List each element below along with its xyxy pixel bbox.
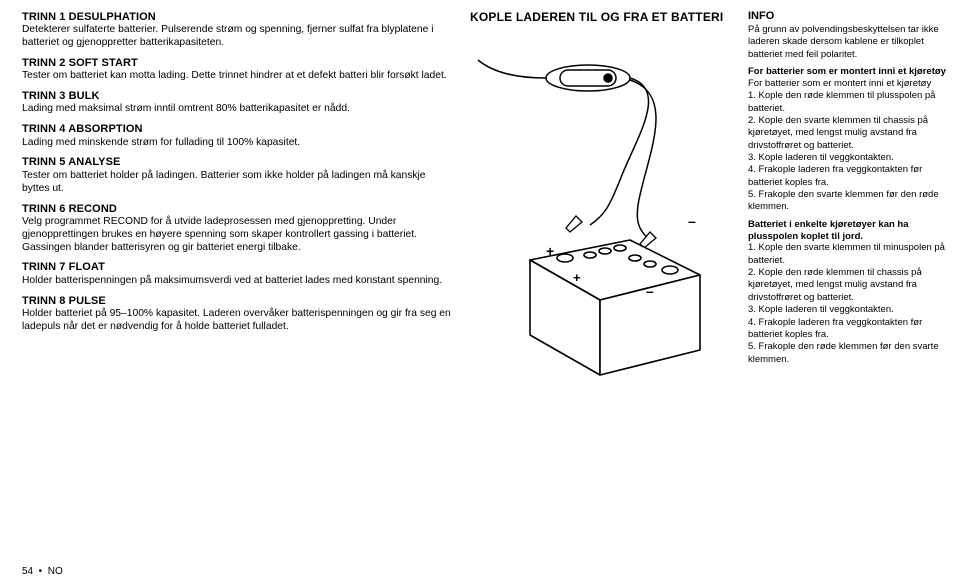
- page-lang: NO: [48, 566, 63, 577]
- step3-body: Lading med maksimal strøm inntil omtrent…: [22, 103, 452, 116]
- illustration-column: KOPLE LADEREN TIL OG FRA ET BATTERI: [470, 10, 730, 395]
- list-item: 5. Frakople den svarte klemmen før den r…: [748, 189, 948, 214]
- step7-body: Holder batterispenningen på maksimumsver…: [22, 275, 452, 288]
- info-sub1: For batterier som er montert inni et kjø…: [748, 66, 948, 78]
- step5-body: Tester om batteriet holder på ladingen. …: [22, 170, 452, 196]
- step6-title: TRINN 6 RECOND: [22, 202, 452, 216]
- list-item: 3. Kople laderen til veggkontakten.: [748, 152, 948, 164]
- list-item: 2. Kople den røde klemmen til chassis på…: [748, 267, 948, 304]
- step8-body: Holder batteriet på 95–100% kapasitet. L…: [22, 308, 452, 334]
- connect-heading: KOPLE LADEREN TIL OG FRA ET BATTERI: [470, 10, 730, 24]
- minus-label: –: [688, 213, 696, 229]
- step1-body: Detekterer sulfaterte batterier. Pulsere…: [22, 24, 452, 50]
- step4-title: TRINN 4 ABSORPTION: [22, 122, 452, 136]
- step2-title: TRINN 2 SOFT START: [22, 56, 452, 70]
- step7-title: TRINN 7 FLOAT: [22, 260, 452, 274]
- info-body: På grunn av polvendingsbeskyttelsen tar …: [748, 24, 948, 61]
- list-item: 2. Kople den svarte klemmen til chassis …: [748, 115, 948, 152]
- battery-charger-illustration: + – – +: [470, 50, 730, 390]
- step5-title: TRINN 5 ANALYSE: [22, 155, 452, 169]
- step4-body: Lading med minskende strøm for fullading…: [22, 137, 452, 150]
- info-list1: 1. Kople den røde klemmen til plusspolen…: [748, 90, 948, 213]
- info-list2: 1. Kople den svarte klemmen til minuspol…: [748, 242, 948, 365]
- page-content: TRINN 1 DESULPHATION Detekterer sulfater…: [22, 10, 938, 395]
- step2-body: Tester om batteriet kan motta lading. De…: [22, 70, 452, 83]
- page-num-value: 54: [22, 566, 33, 577]
- list-item: 4. Frakople laderen fra veggkontakten fø…: [748, 317, 948, 342]
- list-item: 1. Kople den svarte klemmen til minuspol…: [748, 242, 948, 267]
- step3-title: TRINN 3 BULK: [22, 89, 452, 103]
- list-item: 4. Frakople laderen fra veggkontakten fø…: [748, 164, 948, 189]
- page-number: 54 • NO: [22, 566, 63, 577]
- info-title: INFO: [748, 10, 948, 22]
- list-item: 1. Kople den røde klemmen til plusspolen…: [748, 90, 948, 115]
- info-sub1-lead: For batterier som er montert inni et kjø…: [748, 78, 948, 90]
- list-item: 3. Kople laderen til veggkontakten.: [748, 304, 948, 316]
- list-item: 5. Frakople den røde klemmen før den sva…: [748, 341, 948, 366]
- step8-title: TRINN 8 PULSE: [22, 294, 452, 308]
- steps-column: TRINN 1 DESULPHATION Detekterer sulfater…: [22, 10, 452, 395]
- plus-label: +: [546, 243, 554, 259]
- info-sub2: Batteriet i enkelte kjøretøyer kan ha pl…: [748, 219, 948, 243]
- plus-label-2: +: [573, 270, 581, 285]
- step1-title: TRINN 1 DESULPHATION: [22, 10, 452, 24]
- minus-label-2: –: [646, 283, 654, 299]
- step6-body: Velg programmet RECOND for å utvide lade…: [22, 216, 452, 255]
- info-column: INFO På grunn av polvendingsbeskyttelsen…: [748, 10, 948, 395]
